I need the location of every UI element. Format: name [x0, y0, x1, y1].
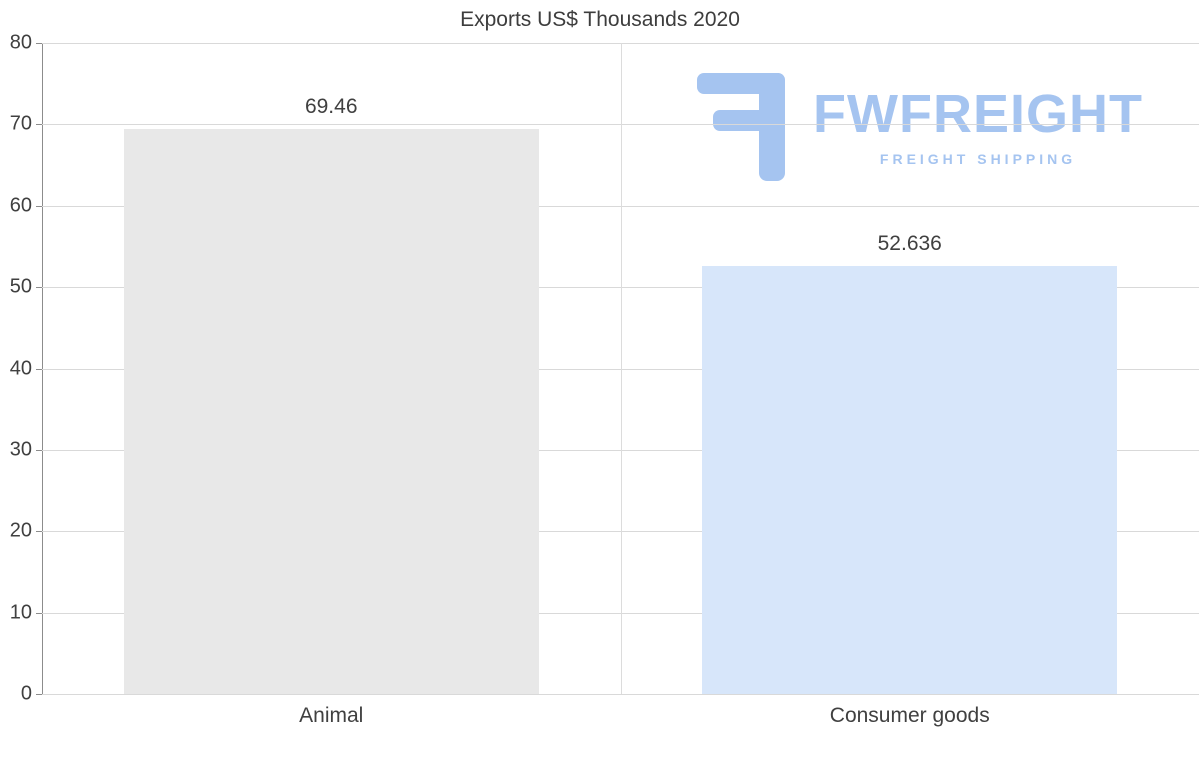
watermark-brand: FWFREIGHT — [813, 84, 1143, 144]
y-tick-label: 50 — [9, 275, 32, 298]
watermark-text: FWFREIGHT FREIGHT SHIPPING — [813, 87, 1143, 167]
bar-animal — [123, 128, 539, 694]
y-tick-label: 20 — [9, 519, 32, 542]
y-tick-label: 30 — [9, 438, 32, 461]
x-category-label: Animal — [299, 704, 364, 727]
y-tick-label: 40 — [9, 357, 32, 379]
y-tick-label: 80 — [9, 31, 32, 54]
y-tick-label: 0 — [20, 682, 32, 705]
y-axis-tick — [36, 612, 42, 614]
watermark: FWFREIGHT FREIGHT SHIPPING — [697, 73, 1143, 181]
gridline — [42, 694, 1199, 695]
watermark-tagline: FREIGHT SHIPPING — [879, 151, 1077, 167]
x-axis-labels: Animal Consumer goods — [42, 704, 1199, 734]
y-tick-label: 60 — [9, 194, 32, 217]
fwfreight-logo-icon — [697, 73, 786, 181]
y-axis-tick — [36, 694, 42, 695]
y-axis-tick — [36, 43, 42, 44]
chart-title: Exports US$ Thousands 2020 — [460, 8, 740, 31]
bar-value-label: 52.636 — [877, 231, 942, 255]
bar-consumer-goods — [702, 265, 1118, 694]
y-tick-label: 70 — [9, 112, 32, 135]
bar-value-label: 69.46 — [304, 94, 358, 118]
y-axis-tick — [36, 287, 42, 289]
y-tick-label: 10 — [9, 601, 32, 624]
y-axis-tick — [36, 368, 42, 370]
category-boundary-gridline — [620, 43, 622, 694]
y-axis-tick — [36, 205, 42, 207]
y-axis-tick — [36, 449, 42, 451]
plot-area: FWFREIGHT FREIGHT SHIPPING 69.46 52.636 — [36, 43, 1199, 695]
x-category-label: Consumer goods — [829, 704, 990, 727]
y-axis-tick — [36, 124, 42, 126]
y-axis-tick — [36, 531, 42, 533]
